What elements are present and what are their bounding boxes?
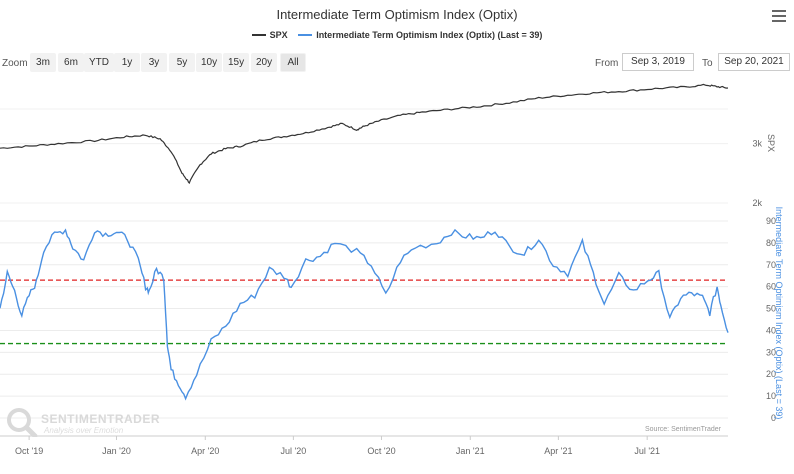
x-tick-label: Jul '21 [634, 446, 660, 456]
spx-series-line [0, 84, 728, 183]
x-tick-label: Apr '21 [544, 446, 572, 456]
x-tick-label: Jul '20 [281, 446, 307, 456]
spx-axis-title: SPX [766, 134, 776, 152]
spx-tick-label: 3k [752, 139, 762, 149]
watermark-brand: SENTIMENTRADER [41, 412, 160, 426]
x-tick-label: Oct '19 [15, 446, 43, 456]
watermark-tagline: Analysis over Emotion [44, 426, 123, 435]
magnifier-logo-icon [6, 407, 38, 437]
x-tick-label: Jan '20 [102, 446, 131, 456]
x-tick-label: Oct '20 [367, 446, 395, 456]
source-credit: Source: SentimenTrader [645, 426, 721, 433]
optix-axis-title: Intermediate Term Optimism Index (Optix)… [774, 207, 784, 420]
spx-tick-label: 2k [752, 198, 762, 208]
sentimentrader-watermark: SENTIMENTRADER Analysis over Emotion [6, 407, 156, 437]
optix-series-line [0, 230, 728, 399]
x-tick-label: Jan '21 [456, 446, 485, 456]
chart-canvas: 01020304050607080903k2kSPXIntermediate T… [0, 0, 794, 474]
x-tick-label: Apr '20 [191, 446, 219, 456]
